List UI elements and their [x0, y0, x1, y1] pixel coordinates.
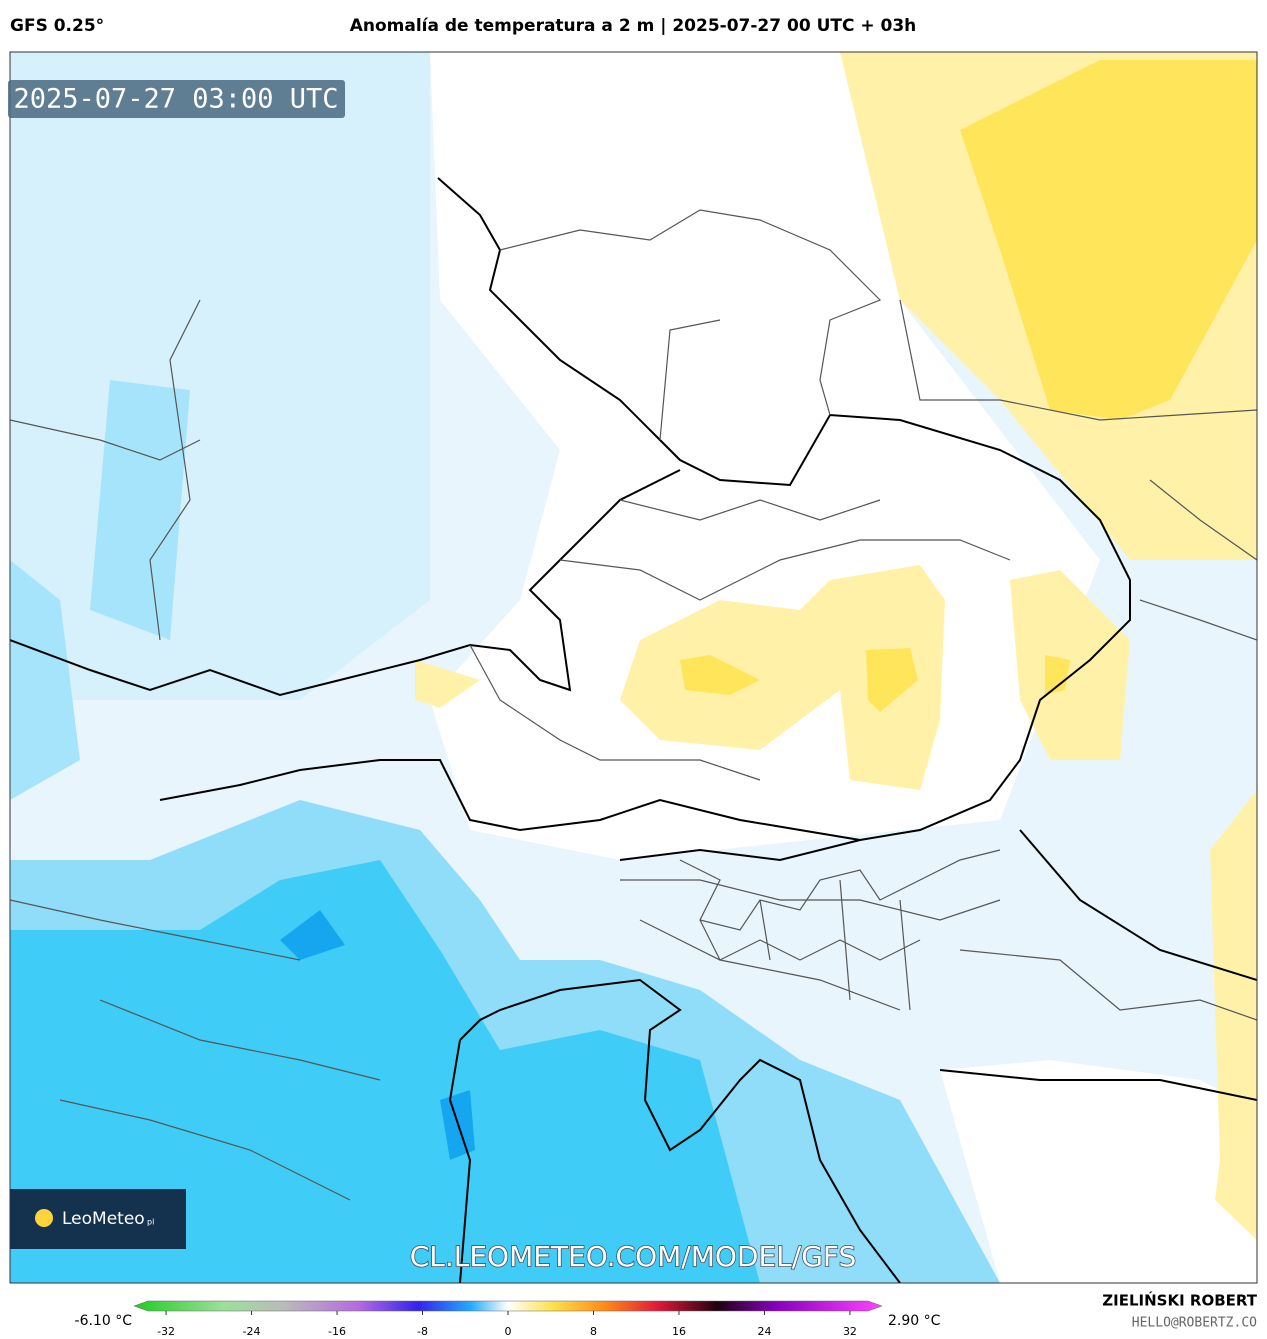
logo-sun: [35, 1209, 53, 1227]
colorbar-tick-label: 24: [757, 1325, 771, 1338]
colorbar-tick-label: 32: [843, 1325, 857, 1338]
border: [437, 177, 1131, 862]
email: HELLO@ROBERTZ.CO: [1132, 1316, 1257, 1331]
timestamp: 2025-07-27 03:00 UTC: [13, 84, 338, 115]
title: Anomalía de temperatura a 2 m | 2025-07-…: [350, 16, 917, 36]
admin-border: [679, 849, 1001, 1011]
colorbar-tick-label: -24: [243, 1325, 261, 1338]
watermark: CL.LEOMETEO.COM/MODEL/GFS: [410, 1240, 857, 1273]
colorbar-min: -6.10 °C: [75, 1313, 133, 1329]
model-label: GFS 0.25°: [10, 16, 104, 36]
coastline: [448, 1039, 472, 1283]
region-yellow-dark: [680, 648, 1070, 712]
colorbar-ticks: -32 -24 -16 -8 0 8 16 24 32: [157, 1311, 857, 1338]
colorbar-tick-label: 8: [590, 1325, 597, 1338]
map-frame: [9, 51, 1258, 1284]
timestamp-box: [8, 80, 345, 118]
colorbar: [133, 1300, 883, 1312]
region-deep-blue: [280, 910, 475, 1160]
region-yellow-dark: [960, 60, 1257, 420]
colorbar-tick-label: 0: [505, 1325, 512, 1338]
colorbar-tick-label: -32: [157, 1325, 175, 1338]
border: [939, 829, 1257, 1101]
author: ZIELIŃSKI ROBERT: [1102, 1291, 1257, 1310]
region-yellow: [415, 565, 1130, 790]
region-cyan-dark: [10, 860, 760, 1283]
border: [10, 469, 681, 697]
colorbar-tick-label: -16: [328, 1325, 346, 1338]
logo-text: LeoMeteo: [62, 1209, 145, 1229]
colorbar-tick-label: -8: [417, 1325, 428, 1338]
border: [159, 759, 861, 841]
coastline: [459, 978, 901, 1283]
admin-border: [10, 209, 1257, 1201]
region-yellow: [1210, 790, 1257, 1240]
region-light-blue: [10, 52, 430, 700]
map: [10, 52, 1257, 1283]
region-blue: [10, 380, 190, 800]
colorbar-tick-label: 16: [672, 1325, 686, 1338]
region-white: [940, 1060, 1257, 1283]
colorbar-max: 2.90 °C: [888, 1313, 941, 1329]
logo-suffix: pl: [147, 1218, 154, 1227]
